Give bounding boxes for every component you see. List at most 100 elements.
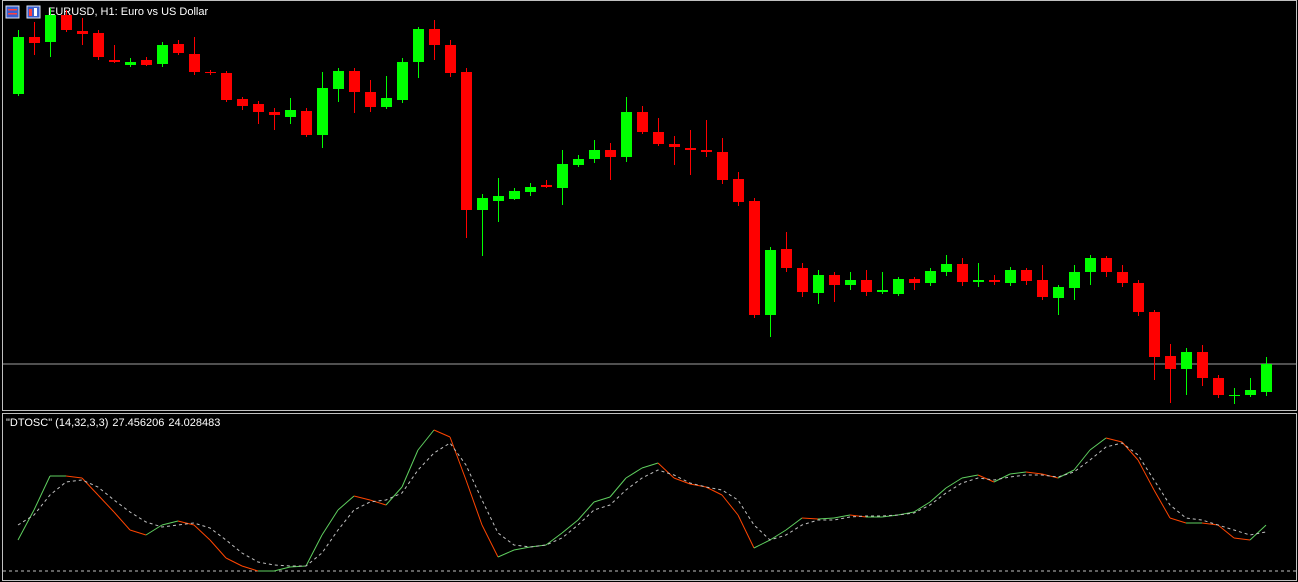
oscillator-segment bbox=[401, 449, 419, 488]
oscillator-segment bbox=[497, 549, 515, 558]
indicator-value: 27.456206 bbox=[112, 417, 164, 429]
oscillator-segment bbox=[321, 509, 339, 536]
oscillator-segment bbox=[193, 524, 211, 541]
toolbar-icons bbox=[5, 5, 41, 19]
candle-body bbox=[1133, 283, 1144, 312]
oscillator-segment bbox=[241, 565, 259, 572]
oscillator-segment bbox=[705, 486, 723, 496]
candle-body bbox=[989, 280, 1000, 282]
candle-body bbox=[237, 99, 248, 106]
candle-body bbox=[1261, 364, 1272, 392]
oscillator-segment bbox=[913, 501, 931, 513]
icon-detail bbox=[29, 9, 32, 16]
oscillator-segment bbox=[1105, 437, 1123, 443]
oscillator-segment bbox=[161, 520, 179, 526]
candle-body bbox=[333, 71, 344, 89]
candle-body bbox=[349, 71, 360, 92]
candle-body bbox=[1021, 270, 1032, 281]
candle-body bbox=[973, 280, 984, 282]
oscillator-segment bbox=[337, 495, 355, 511]
candle-body bbox=[845, 280, 856, 285]
oscillator-segment bbox=[993, 473, 1011, 483]
candle-body bbox=[125, 62, 136, 65]
candle-body bbox=[29, 37, 40, 43]
oscillator-segment bbox=[177, 520, 195, 526]
oscillator-segment bbox=[609, 477, 627, 498]
oscillator-segment bbox=[33, 475, 51, 511]
oscillator-segment bbox=[17, 509, 35, 541]
candle-body bbox=[637, 112, 648, 132]
candle-body bbox=[189, 54, 200, 72]
oscillator-segment bbox=[929, 487, 947, 503]
oscillator-segment bbox=[753, 539, 771, 549]
icon-detail bbox=[34, 8, 37, 16]
main-panel-frame bbox=[2, 0, 1297, 411]
candle-body bbox=[61, 15, 72, 30]
candle-body bbox=[829, 275, 840, 285]
candle-body bbox=[397, 62, 408, 100]
oscillator-segment bbox=[833, 514, 851, 519]
candle-body bbox=[253, 104, 264, 112]
candle-body bbox=[461, 72, 472, 210]
oscillator-segment bbox=[417, 429, 435, 451]
candle-body bbox=[733, 179, 744, 202]
candle-body bbox=[621, 112, 632, 157]
oscillator-segment bbox=[385, 486, 403, 506]
candle-body bbox=[653, 132, 664, 144]
candle-body bbox=[605, 150, 616, 157]
oscillator-segment bbox=[657, 462, 675, 479]
signal-line bbox=[17, 442, 1267, 567]
oscillator-segment bbox=[97, 494, 115, 513]
candle-body bbox=[77, 31, 88, 34]
candle-body bbox=[141, 60, 152, 65]
candle-body bbox=[925, 271, 936, 283]
oscillator-segment bbox=[129, 529, 147, 536]
oscillator-segment bbox=[673, 477, 691, 485]
oscillator-segment bbox=[897, 511, 915, 516]
candle-body bbox=[1101, 258, 1112, 272]
oscillator-segment bbox=[737, 514, 755, 549]
oscillator-segment bbox=[225, 557, 243, 567]
oscillator-segment bbox=[273, 566, 291, 572]
candle-body bbox=[1245, 390, 1256, 395]
oscillator-segment bbox=[353, 495, 371, 501]
candle-body bbox=[877, 290, 888, 292]
candle-body bbox=[1181, 352, 1192, 369]
oscillator-segment bbox=[81, 477, 99, 496]
indicator-value: 24.028483 bbox=[168, 417, 220, 429]
icon[interactable] bbox=[5, 5, 20, 19]
candle-body bbox=[301, 111, 312, 135]
oscillator-segment bbox=[1233, 537, 1251, 541]
candle-body bbox=[813, 275, 824, 293]
candle-body bbox=[365, 92, 376, 107]
chart-title: EURUSD, H1: Euro vs US Dollar bbox=[48, 6, 208, 18]
candle-body bbox=[445, 45, 456, 73]
oscillator-segment bbox=[849, 514, 867, 518]
oscillator-segment bbox=[65, 475, 83, 479]
oscillator-segment bbox=[1121, 441, 1139, 461]
candle-body bbox=[1197, 352, 1208, 378]
icon[interactable] bbox=[26, 5, 41, 19]
candle-body bbox=[941, 264, 952, 272]
candle-body bbox=[557, 164, 568, 188]
oscillator-segment bbox=[625, 467, 643, 479]
candle-body bbox=[205, 72, 216, 73]
candle-body bbox=[749, 201, 760, 315]
oscillator-segment bbox=[641, 462, 659, 469]
candle-body bbox=[221, 73, 232, 100]
candle-body bbox=[1037, 280, 1048, 297]
oscillator-segment bbox=[1009, 471, 1027, 475]
oscillator-segment bbox=[1217, 524, 1235, 539]
candle-body bbox=[1229, 395, 1240, 396]
oscillator-segment bbox=[961, 474, 979, 479]
oscillator-segment bbox=[1153, 489, 1171, 519]
oscillator-segment bbox=[577, 501, 595, 521]
candle-body bbox=[1117, 272, 1128, 283]
candle-body bbox=[909, 279, 920, 283]
oscillator-segment bbox=[433, 429, 451, 438]
candle-body bbox=[1005, 270, 1016, 283]
candle-body bbox=[413, 29, 424, 62]
candle-body bbox=[1149, 312, 1160, 357]
oscillator-segment bbox=[817, 517, 835, 520]
